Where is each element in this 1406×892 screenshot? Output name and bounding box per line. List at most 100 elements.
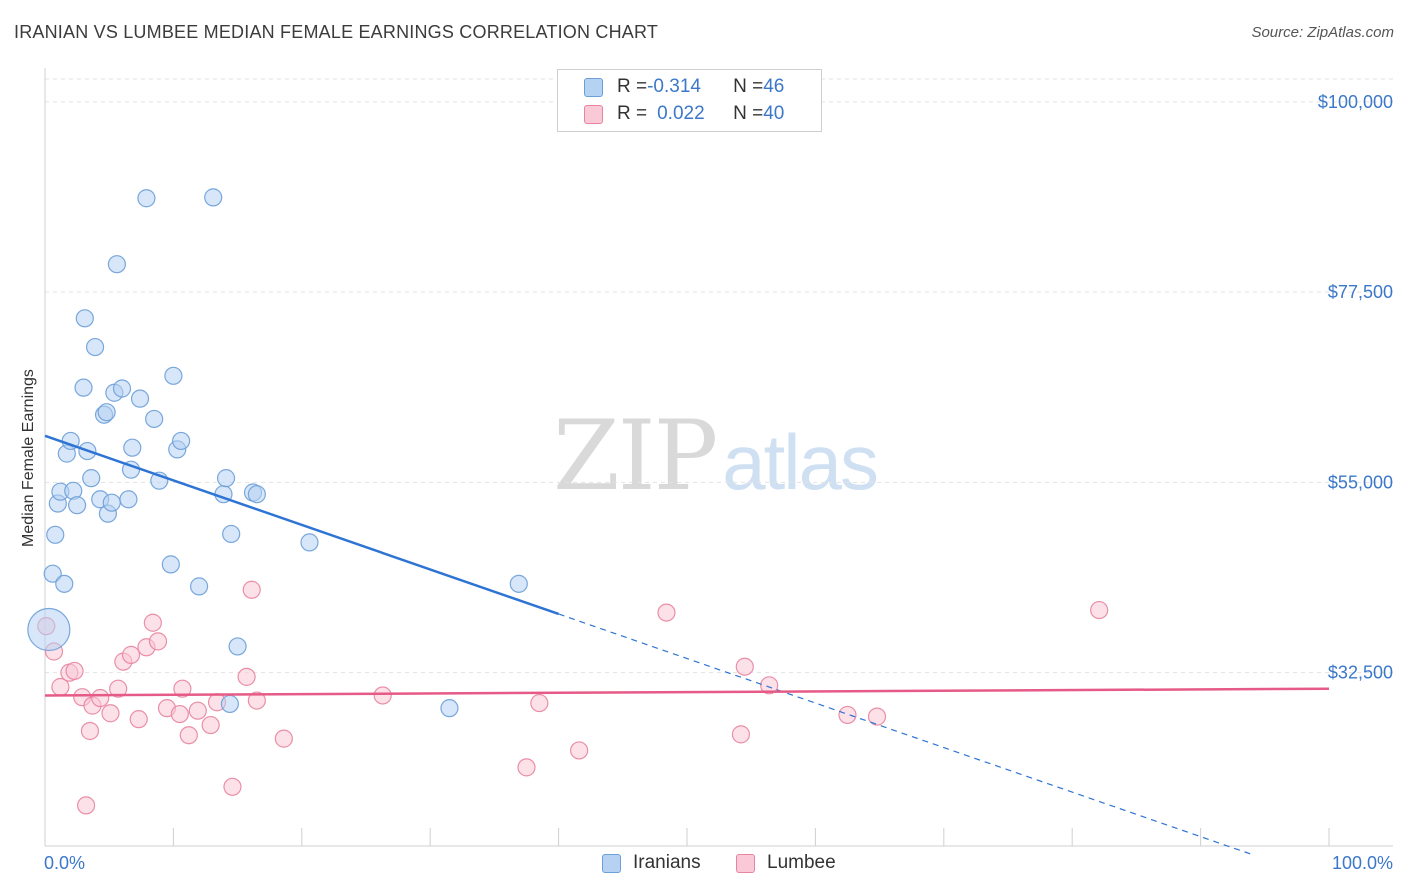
watermark-atlas: atlas	[722, 418, 879, 506]
lumbee-point	[143, 613, 162, 632]
x-ticks	[44, 828, 1330, 846]
legend-r-value-lumbee: 0.022	[657, 103, 705, 124]
iranians-point	[130, 389, 150, 408]
watermark: ZIPatlas	[553, 400, 879, 512]
iranians-point	[119, 490, 138, 509]
lumbee-point	[188, 701, 207, 720]
lumbee-points	[37, 580, 1109, 815]
lumbee-point	[109, 679, 128, 698]
y-tick-label: $32,500	[1328, 663, 1393, 683]
iranians-point	[247, 485, 266, 504]
lumbee-point	[201, 715, 220, 735]
legend-n-label: N =	[733, 103, 764, 124]
lumbee-point	[373, 686, 392, 705]
lumbee-point	[223, 777, 242, 796]
y-axis-label: Median Female Earnings	[20, 369, 37, 547]
iranians-point	[75, 309, 94, 328]
correlation-legend: R = -0.314 N = 46 R = 0.022 N = 40	[557, 69, 822, 132]
watermark-zip: ZIP	[553, 400, 718, 512]
iranians-point	[97, 403, 116, 422]
legend-row-iranians: R = -0.314 N = 46	[584, 74, 784, 100]
series-legend-iranians[interactable]: Iranians	[602, 852, 701, 874]
iranians-point	[300, 533, 319, 552]
lumbee-point	[237, 667, 256, 686]
x-tick-labels: 0.0% 100.0%	[44, 853, 1393, 873]
iranians-point	[164, 366, 183, 385]
y-tick-label: $77,500	[1328, 282, 1393, 302]
legend-n-label: N =	[733, 76, 764, 97]
iranians-point	[189, 577, 209, 596]
lumbee-point	[91, 688, 110, 708]
iranians-point	[172, 431, 191, 451]
lumbee-point	[247, 691, 266, 710]
lumbee-point	[1090, 600, 1109, 620]
lumbee-point	[76, 796, 96, 815]
lumbee-point	[179, 726, 198, 745]
lumbee-point	[530, 693, 549, 713]
iranians-point	[55, 574, 74, 593]
legend-r-label: R =	[617, 76, 648, 97]
iranians-point	[222, 524, 241, 544]
legend-swatch-iranians	[584, 77, 603, 97]
series-legend: Iranians Lumbee	[0, 852, 1406, 878]
iranians-point	[46, 525, 65, 544]
lumbee-point	[148, 632, 168, 651]
y-tick-label: $55,000	[1328, 472, 1393, 492]
iranians-point	[27, 607, 71, 652]
lumbee-point	[867, 707, 887, 726]
lumbee-point	[173, 679, 192, 698]
iranians-point	[228, 637, 247, 656]
series-label-iranians: Iranians	[633, 852, 701, 873]
lumbee-point	[129, 710, 148, 729]
legend-r-value-iranians: -0.314	[647, 76, 701, 97]
iranians-point	[67, 496, 87, 515]
trend-lines	[44, 434, 1330, 856]
iranians-points	[27, 188, 528, 718]
iranians-point	[82, 469, 101, 488]
iranians-point	[102, 493, 121, 512]
iranians-point	[220, 694, 239, 714]
lumbee-point	[170, 704, 189, 724]
series-swatch-lumbee	[736, 853, 755, 873]
lumbee-point	[65, 661, 84, 681]
iranians-trend-extension	[558, 613, 1253, 856]
iranians-point	[43, 564, 62, 583]
iranians-point	[123, 438, 142, 457]
chart-title: IRANIAN VS LUMBEE MEDIAN FEMALE EARNINGS…	[14, 22, 659, 42]
iranians-point	[107, 255, 127, 274]
iranians-point	[161, 555, 180, 574]
series-legend-lumbee[interactable]: Lumbee	[736, 852, 836, 874]
lumbee-point	[517, 758, 536, 777]
y-tick-label: $100,000	[1318, 92, 1393, 112]
iranians-point	[204, 188, 223, 207]
lumbee-point	[735, 657, 754, 676]
iranians-point	[216, 469, 236, 488]
legend-n-value-lumbee: 40	[763, 103, 785, 124]
lumbee-point	[760, 676, 779, 695]
lumbee-point	[242, 580, 261, 599]
legend-swatch-lumbee	[584, 104, 603, 124]
lumbee-point	[838, 705, 857, 725]
iranians-point	[137, 189, 156, 208]
legend-n-value-iranians: 46	[763, 76, 785, 97]
iranians-point	[145, 409, 164, 429]
iranians-point	[509, 574, 528, 593]
iranians-point	[112, 379, 132, 398]
x-tick-label-min: 0.0%	[44, 853, 85, 873]
iranians-point	[85, 337, 105, 357]
legend-r-label: R =	[617, 103, 648, 124]
x-tick-label-max: 100.0%	[1332, 853, 1393, 873]
lumbee-point	[570, 741, 589, 760]
iranians-point	[440, 699, 459, 718]
lumbee-point	[657, 603, 676, 622]
series-swatch-iranians	[602, 853, 621, 873]
axes	[44, 68, 1393, 847]
chart-source: Source: ZipAtlas.com	[1251, 24, 1394, 41]
lumbee-point	[121, 645, 141, 664]
iranians-trend-line	[44, 434, 560, 616]
lumbee-point	[80, 721, 100, 741]
y-tick-labels: $32,500 $55,000 $77,500 $100,000	[1318, 92, 1393, 683]
legend-row-lumbee: R = 0.022 N = 40	[584, 101, 784, 127]
lumbee-point	[274, 729, 293, 748]
lumbee-point	[101, 704, 120, 723]
